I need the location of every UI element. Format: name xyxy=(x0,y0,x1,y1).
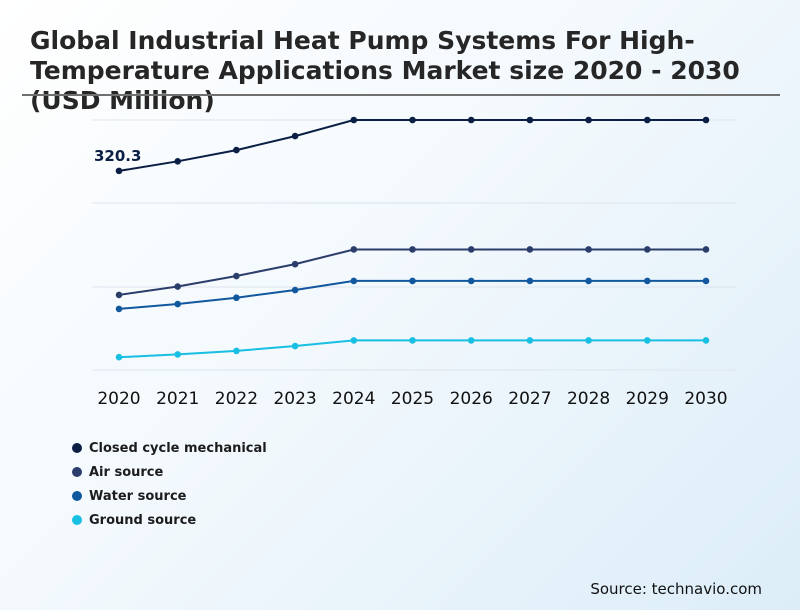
data-point-water-source xyxy=(115,305,123,313)
legend-label: Ground source xyxy=(89,512,197,528)
data-point-water-source xyxy=(526,277,534,285)
gridlines xyxy=(92,119,736,371)
legend-marker-icon xyxy=(72,491,82,501)
data-point-ground-source xyxy=(115,353,123,361)
series-lines xyxy=(118,119,706,359)
data-point-air-source xyxy=(644,246,651,253)
data-point-air-source xyxy=(174,283,181,290)
data-point-closed-cycle-mechanical xyxy=(233,146,240,154)
data-point-water-source xyxy=(350,277,358,285)
legend-marker-icon xyxy=(72,467,82,477)
legend-label: Water source xyxy=(89,488,187,504)
data-point-closed-cycle-mechanical xyxy=(702,116,710,124)
legend-marker-icon xyxy=(72,515,82,525)
data-point-ground-source xyxy=(702,337,710,344)
x-tick-label: 2022 xyxy=(215,389,258,409)
data-point-closed-cycle-mechanical xyxy=(467,116,475,124)
data-point-water-source xyxy=(644,277,651,285)
legend-item: Air source xyxy=(72,460,267,484)
data-point-air-source xyxy=(350,246,358,253)
data-point-water-source xyxy=(467,277,475,285)
legend-label: Closed cycle mechanical xyxy=(89,440,267,456)
data-point-ground-source xyxy=(233,347,240,355)
legend-marker-icon xyxy=(72,443,82,453)
series-line-water-source xyxy=(118,279,706,310)
series-line-air-source xyxy=(118,248,706,296)
data-point-closed-cycle-mechanical xyxy=(174,157,181,165)
data-point-ground-source xyxy=(409,337,416,344)
data-point-ground-source xyxy=(467,337,475,344)
data-point-water-source xyxy=(233,294,240,302)
data-point-ground-source xyxy=(174,351,181,358)
data-point-air-source xyxy=(702,246,710,253)
data-point-ground-source xyxy=(644,337,651,344)
data-point-air-source xyxy=(115,291,123,299)
data-point-ground-source xyxy=(585,337,592,344)
data-point-closed-cycle-mechanical xyxy=(291,132,299,140)
x-axis-tick-labels: 2020 2021 2022 2023 2024 2025 2026 2027 2028 2029… xyxy=(97,389,727,409)
title-divider xyxy=(22,94,780,96)
data-point-closed-cycle-mechanical xyxy=(409,116,416,124)
data-label: 320.3 xyxy=(94,147,141,165)
chart-title: Global Industrial Heat Pump Systems For … xyxy=(30,26,740,115)
data-point-water-source xyxy=(174,300,181,308)
data-point-closed-cycle-mechanical xyxy=(115,167,123,175)
data-point-ground-source xyxy=(526,337,534,344)
data-point-air-source xyxy=(585,246,592,253)
data-point-water-source xyxy=(585,277,592,285)
data-point-air-source xyxy=(233,272,240,280)
data-point-ground-source xyxy=(350,337,358,344)
legend-item: Water source xyxy=(72,484,267,508)
data-point-water-source xyxy=(409,277,416,285)
legend: Closed cycle mechanical Air source Water s… xyxy=(72,436,267,532)
series-points xyxy=(115,116,710,361)
x-tick-label: 2029 xyxy=(626,389,669,409)
legend-label: Air source xyxy=(89,464,164,480)
data-labels: 320.3 xyxy=(94,147,141,165)
x-tick-label: 2027 xyxy=(508,389,551,409)
series-line-closed-cycle-mechanical xyxy=(118,119,706,172)
x-tick-label: 2020 xyxy=(97,389,140,409)
data-point-water-source xyxy=(702,277,710,285)
legend-item: Closed cycle mechanical xyxy=(72,436,267,460)
data-point-air-source xyxy=(409,246,416,253)
x-tick-label: 2023 xyxy=(273,389,316,409)
data-point-closed-cycle-mechanical xyxy=(585,116,592,124)
source-label: Source: technavio.com xyxy=(590,580,762,598)
x-tick-label: 2030 xyxy=(684,389,727,409)
data-point-closed-cycle-mechanical xyxy=(526,116,534,124)
data-point-air-source xyxy=(467,246,475,253)
x-tick-label: 2025 xyxy=(391,389,434,409)
data-point-water-source xyxy=(291,286,299,294)
legend-item: Ground source xyxy=(72,508,267,532)
data-point-closed-cycle-mechanical xyxy=(644,116,651,124)
x-tick-label: 2024 xyxy=(332,389,375,409)
data-point-air-source xyxy=(526,246,534,253)
x-tick-label: 2021 xyxy=(156,389,199,409)
data-point-ground-source xyxy=(291,342,299,350)
x-tick-label: 2026 xyxy=(450,389,493,409)
data-point-air-source xyxy=(291,260,299,268)
x-tick-label: 2028 xyxy=(567,389,610,409)
data-point-closed-cycle-mechanical xyxy=(350,116,358,124)
